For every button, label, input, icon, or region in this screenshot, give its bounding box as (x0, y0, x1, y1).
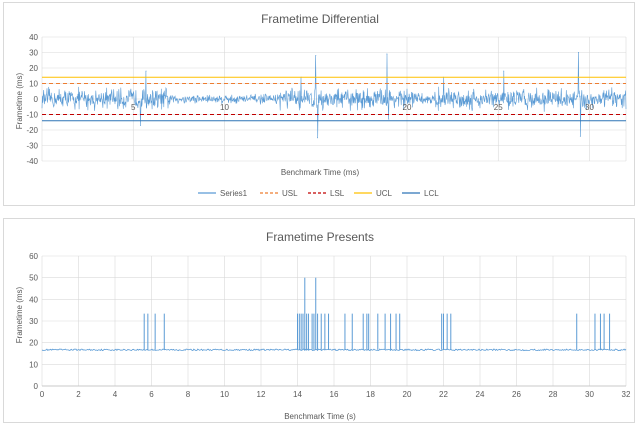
x-tick-label: 2 (76, 390, 81, 399)
x-tick-label: 5 (131, 103, 136, 112)
series1-spike (578, 52, 580, 53)
y-tick-label: 60 (29, 252, 38, 261)
x-tick-label: 22 (439, 390, 448, 399)
chart-frametime-presents: Frametime Presents Benchmark Time (s) Fr… (3, 218, 635, 423)
y-tick-label: -40 (26, 157, 38, 166)
x-tick-label: 18 (366, 390, 375, 399)
y-tick-label: 30 (29, 317, 38, 326)
gridlines (41, 255, 627, 387)
x-tick-label: 4 (113, 390, 118, 399)
y-tick-labels: 0 10 20 30 40 50 60 (29, 252, 38, 391)
x-tick-label: 32 (622, 390, 631, 399)
y-tick-label: -10 (26, 111, 38, 120)
x-tick-label: 30 (585, 103, 594, 112)
y-tick-label: 50 (29, 274, 38, 283)
x-axis-label: Benchmark Time (s) (284, 412, 356, 421)
series1-path (41, 52, 627, 138)
x-tick-labels: 0 2 4 6 8 10 12 14 16 18 20 22 24 26 28 30 32 (40, 390, 631, 399)
y-tick-label: 0 (34, 95, 39, 104)
series1-spike (317, 137, 319, 139)
x-tick-label: 6 (149, 390, 154, 399)
legend-label-lcl: LCL (424, 189, 439, 198)
y-tick-label: 20 (29, 64, 38, 73)
y-axis-label: Frametime (ms) (15, 286, 24, 343)
legend-label-ucl: UCL (376, 189, 393, 198)
presents-svg: Frametime Presents Benchmark Time (s) Fr… (15, 230, 631, 421)
series1-spike (145, 70, 147, 72)
differential-svg: Frametime Differential Benchmark Time (m… (15, 12, 627, 198)
x-axis-label: Benchmark Time (ms) (281, 168, 360, 177)
x-tick-label: 28 (549, 390, 558, 399)
x-tick-label: 8 (186, 390, 191, 399)
chart-title: Frametime Presents (266, 230, 374, 244)
y-tick-label: -30 (26, 142, 38, 151)
x-tick-label: 30 (585, 390, 594, 399)
x-tick-label: 12 (257, 390, 266, 399)
legend-label-usl: USL (282, 189, 298, 198)
series1-spike (140, 124, 142, 126)
y-tick-label: -20 (26, 126, 38, 135)
legend-label-series1: Series1 (220, 189, 248, 198)
frametime-baseline-path (41, 348, 627, 352)
y-tick-label: 30 (29, 49, 38, 58)
x-tick-label: 20 (403, 390, 412, 399)
series1-spike (315, 55, 317, 57)
series1-spike (503, 70, 505, 72)
x-tick-label: 24 (476, 390, 485, 399)
y-tick-label: 0 (34, 382, 39, 391)
x-tick-label: 0 (40, 390, 45, 399)
series1-spike (386, 53, 388, 55)
y-tick-label: 10 (29, 80, 38, 89)
x-tick-label: 10 (220, 103, 229, 112)
chart-frametime-differential: Frametime Differential Benchmark Time (m… (3, 2, 635, 206)
legend: Series1 USL LSL UCL LCL (198, 189, 439, 198)
y-axis-label: Frametime (ms) (15, 72, 24, 129)
y-tick-label: 20 (29, 339, 38, 348)
x-tick-label: 10 (220, 390, 229, 399)
x-tick-label: 26 (512, 390, 521, 399)
x-tick-label: 14 (293, 390, 302, 399)
frametime-line (41, 277, 627, 352)
chart-title: Frametime Differential (261, 12, 379, 26)
x-tick-label: 16 (330, 390, 339, 399)
series1-spike (579, 135, 581, 137)
series1-line (41, 52, 627, 139)
x-tick-label: 25 (494, 103, 503, 112)
y-tick-labels: 40 30 20 10 0 -10 -20 -30 -40 (26, 33, 38, 166)
y-tick-label: 40 (29, 295, 38, 304)
x-tick-label: 20 (403, 103, 412, 112)
reference-lines (42, 76, 626, 122)
y-tick-label: 40 (29, 33, 38, 42)
series1-spike (388, 118, 390, 120)
legend-label-lsl: LSL (330, 189, 345, 198)
y-tick-label: 10 (29, 360, 38, 369)
x-tick-labels: 5 10 20 25 30 (131, 103, 594, 112)
